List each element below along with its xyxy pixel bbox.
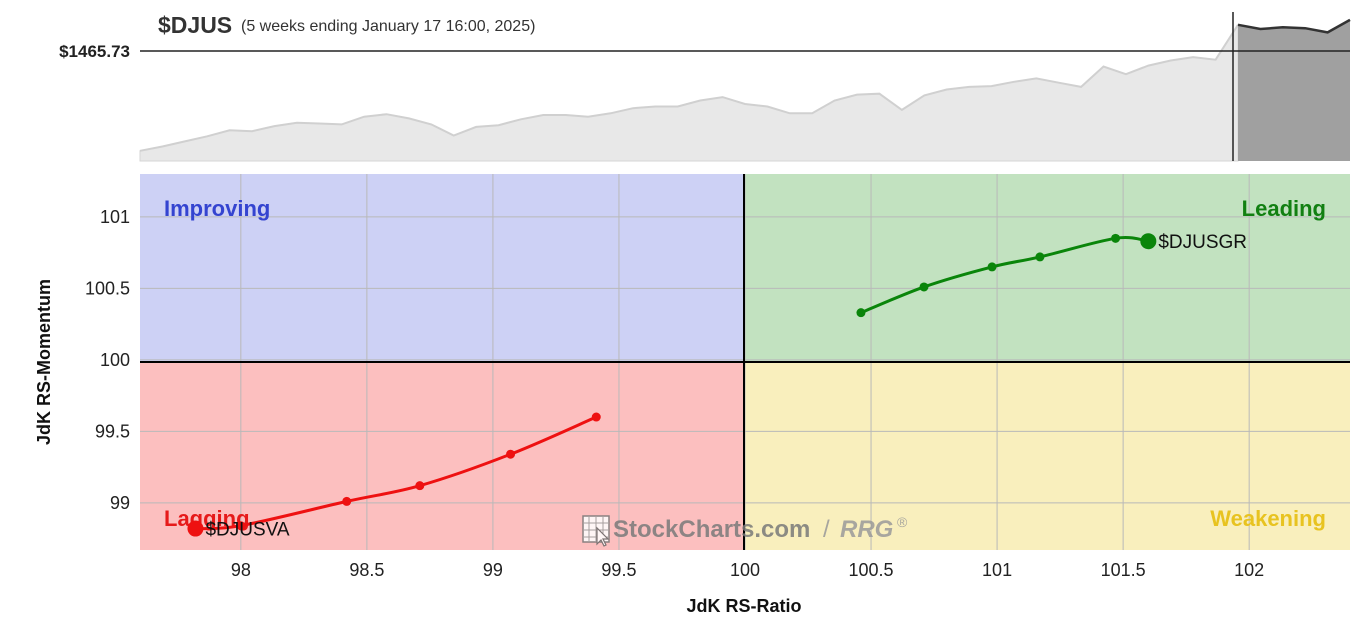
x-tick-label: 101.5: [1101, 560, 1146, 580]
y-tick-label: 100.5: [85, 278, 130, 298]
quadrant-label-leading: Leading: [1242, 196, 1326, 221]
series-point[interactable]: [987, 262, 997, 272]
series-label: $DJUSVA: [205, 520, 289, 541]
series-point[interactable]: [342, 496, 352, 506]
price-area: [139, 23, 1239, 162]
watermark-mark: ®: [897, 514, 908, 530]
stockcharts-logo-icon: [582, 515, 610, 547]
series-point[interactable]: [236, 521, 246, 531]
quadrant-label-improving: Improving: [164, 196, 270, 221]
price-line-highlight: [1237, 18, 1351, 34]
chart-title: $DJUS: [158, 12, 232, 38]
watermark: StockCharts.com / RRG ®: [582, 514, 908, 547]
watermark-brand: StockCharts.com: [613, 516, 810, 543]
watermark-product: RRG: [840, 516, 893, 543]
y-tick-label: 99.5: [95, 421, 130, 441]
x-tick-label: 102: [1234, 560, 1264, 580]
x-tick-label: 100: [730, 560, 760, 580]
series-head-point[interactable]: [187, 520, 204, 537]
y-tick-label: 100: [100, 350, 130, 370]
y-tick-label: 99: [110, 493, 130, 513]
axis-ticks: 98 98.5 99 99.5 100 100.5 101 101.5 102 99 99.5 100…: [85, 207, 1264, 580]
x-tick-label: 99.5: [601, 560, 636, 580]
series-head-point[interactable]: [1140, 233, 1157, 250]
price-panel: $1465.73 $DJUS (5 weeks ending January 1…: [59, 12, 1351, 162]
price-label: $1465.73: [59, 42, 130, 61]
x-tick-label: 98.5: [349, 560, 384, 580]
series-label: $DJUSGR: [1158, 232, 1247, 253]
x-axis-label: JdK RS-Ratio: [686, 596, 801, 616]
x-tick-label: 101: [982, 560, 1012, 580]
series-point[interactable]: [1035, 252, 1045, 262]
chart-subtitle: (5 weeks ending January 17 16:00, 2025): [241, 18, 535, 35]
x-tick-label: 100.5: [849, 560, 894, 580]
series-layer: $DJUSGR $DJUSVA: [187, 232, 1247, 541]
rrg-plot: Improving Leading Lagging Weakening Stoc…: [85, 174, 1350, 580]
series-point[interactable]: [1111, 233, 1121, 243]
y-axis-label: JdK RS-Momentum: [34, 279, 54, 445]
price-line: [139, 24, 1239, 152]
series-point[interactable]: [591, 412, 601, 422]
watermark-separator: /: [823, 516, 830, 543]
series-point[interactable]: [506, 449, 516, 459]
quadrant-label-weakening: Weakening: [1210, 506, 1326, 531]
series-point[interactable]: [856, 308, 866, 318]
x-tick-label: 98: [231, 560, 251, 580]
price-area-highlight: [1238, 19, 1350, 162]
series-point[interactable]: [415, 481, 425, 491]
x-tick-label: 99: [483, 560, 503, 580]
y-tick-label: 101: [100, 207, 130, 227]
series-point[interactable]: [919, 282, 929, 292]
